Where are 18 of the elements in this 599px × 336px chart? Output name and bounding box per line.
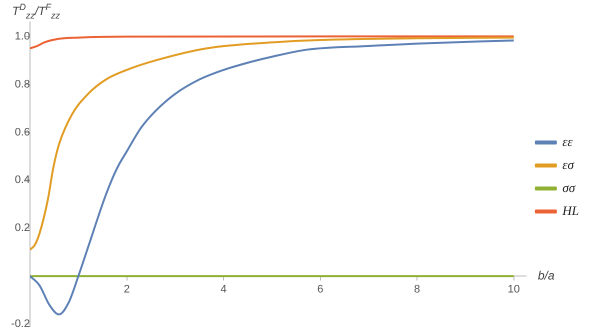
x-tick-label: 2 xyxy=(124,284,130,296)
x-tick-label: 4 xyxy=(220,284,227,296)
legend-label: σσ xyxy=(562,180,576,195)
legend-label: HL xyxy=(561,202,580,218)
y-tick-label: 0.8 xyxy=(14,78,30,90)
y-tick-label: 1.0 xyxy=(14,30,30,42)
y-tick-label: 0.4 xyxy=(14,174,30,186)
y-tick-label: 0.6 xyxy=(14,126,30,138)
x-tick-label: 10 xyxy=(508,284,520,296)
line-series xyxy=(30,36,515,251)
legend-label: εε xyxy=(562,134,574,149)
legend-label: εσ xyxy=(562,156,575,172)
y-tick-label: -0.2 xyxy=(11,318,30,330)
x-tick-label: 6 xyxy=(317,284,324,296)
x-tick-label: 8 xyxy=(414,284,420,296)
x-axis-title: b/a xyxy=(538,268,555,282)
line-series xyxy=(30,35,515,50)
y-tick-label: 0.2 xyxy=(14,222,30,234)
